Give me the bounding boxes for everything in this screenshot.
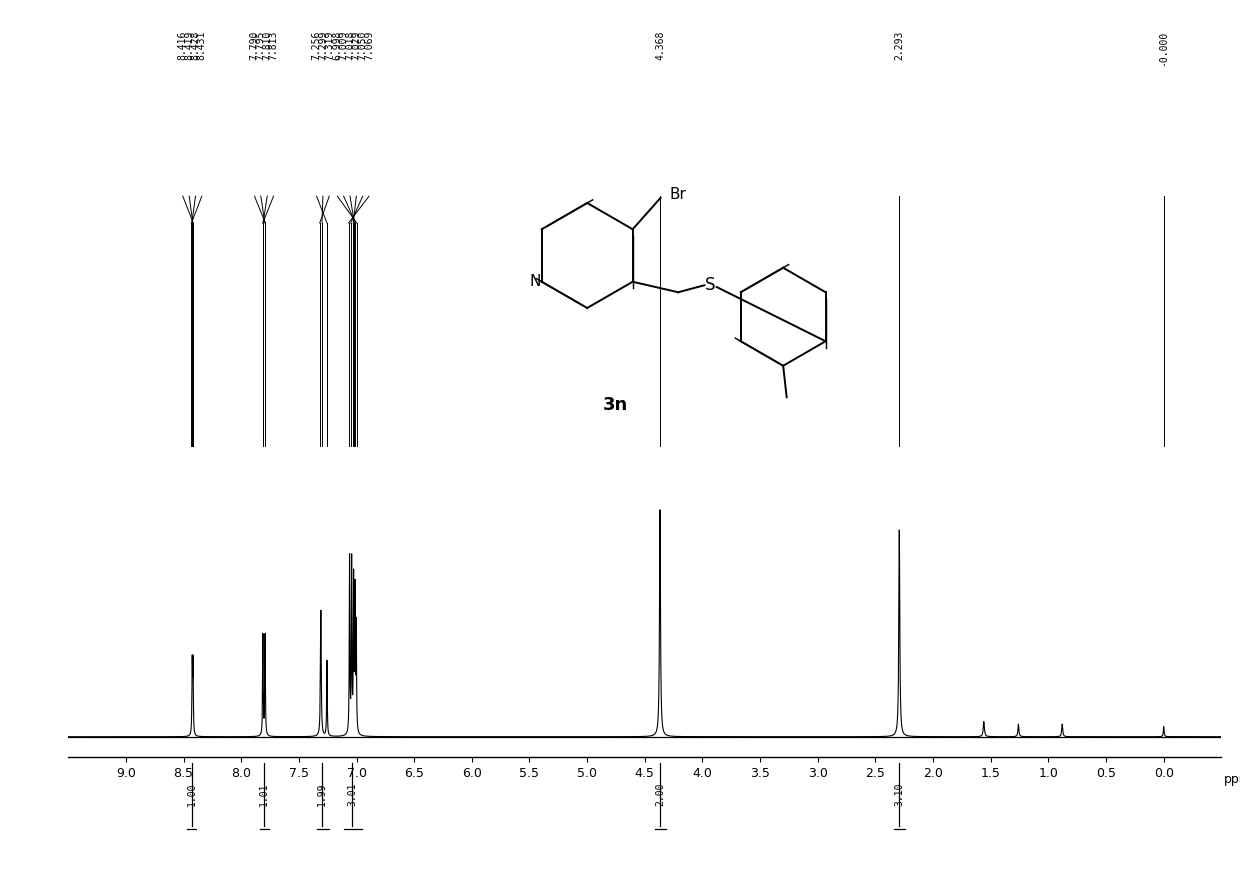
Text: 8.419: 8.419 bbox=[185, 31, 195, 60]
Text: Br: Br bbox=[670, 186, 686, 202]
Text: -0.000: -0.000 bbox=[1158, 31, 1169, 66]
Text: 7.810: 7.810 bbox=[262, 31, 273, 60]
Text: 8.428: 8.428 bbox=[191, 31, 201, 60]
Text: 8.431: 8.431 bbox=[197, 31, 207, 60]
Text: 2.00: 2.00 bbox=[655, 783, 665, 807]
Text: 7.256: 7.256 bbox=[311, 31, 321, 60]
Text: 6.998: 6.998 bbox=[332, 31, 342, 60]
Text: 3n: 3n bbox=[603, 396, 627, 414]
Text: 7.790: 7.790 bbox=[249, 31, 259, 60]
Text: N: N bbox=[529, 274, 541, 290]
Text: 7.018: 7.018 bbox=[345, 31, 355, 60]
Text: 1.00: 1.00 bbox=[187, 783, 197, 807]
Text: 2.293: 2.293 bbox=[894, 31, 904, 60]
Text: 3.10: 3.10 bbox=[894, 783, 904, 807]
Text: 7.050: 7.050 bbox=[357, 31, 368, 60]
Text: 8.416: 8.416 bbox=[177, 31, 187, 60]
Text: 1.99: 1.99 bbox=[317, 783, 327, 807]
Text: 7.813: 7.813 bbox=[269, 31, 279, 60]
Text: 7.069: 7.069 bbox=[365, 31, 374, 60]
Text: 7.009: 7.009 bbox=[339, 31, 348, 60]
Text: ppm: ppm bbox=[1224, 774, 1240, 787]
Text: S: S bbox=[704, 276, 715, 294]
Text: 3.01: 3.01 bbox=[347, 783, 357, 807]
Text: 7.795: 7.795 bbox=[255, 31, 265, 60]
Text: 7.029: 7.029 bbox=[351, 31, 361, 60]
Text: 4.368: 4.368 bbox=[655, 31, 665, 60]
Text: 7.299: 7.299 bbox=[317, 31, 327, 60]
Text: 7.319: 7.319 bbox=[324, 31, 335, 60]
Text: 1.01: 1.01 bbox=[259, 783, 269, 807]
